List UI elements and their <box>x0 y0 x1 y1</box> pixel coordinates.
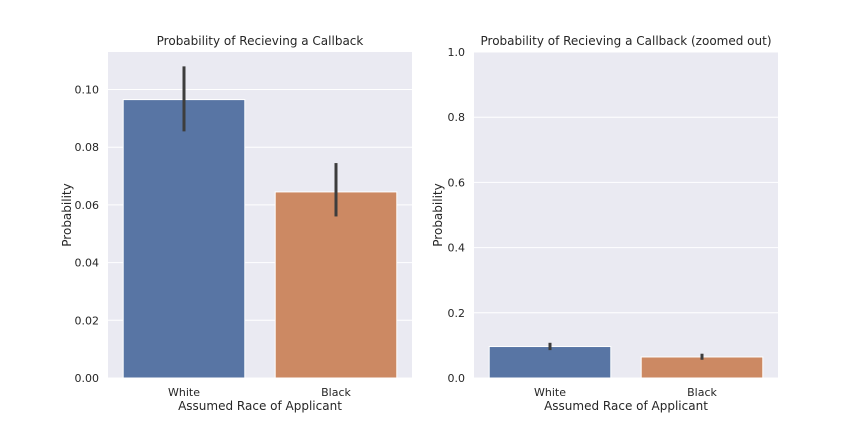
left-chart: 0.00 0.02 0.04 0.06 0.08 0.10 White Black Prob… <box>60 34 412 413</box>
left-chart-title: Probability of Recieving a Callback <box>157 34 364 48</box>
right-y-tick-label: 0.2 <box>448 307 466 320</box>
left-bars <box>122 99 398 379</box>
left-y-tick-label: 0.04 <box>75 257 100 270</box>
right-x-tick-label-white: White <box>534 386 566 399</box>
left-x-axis-label: Assumed Race of Applicant <box>178 399 342 413</box>
left-x-tick-labels: White Black <box>168 386 352 399</box>
right-bar-black <box>640 356 764 379</box>
left-y-tick-labels: 0.00 0.02 0.04 0.06 0.08 0.10 <box>75 84 100 385</box>
right-error-bars <box>548 342 704 360</box>
right-bars <box>488 346 764 379</box>
left-x-tick-label-white: White <box>168 386 200 399</box>
left-x-tick-label-black: Black <box>321 386 351 399</box>
right-y-tick-label: 1.0 <box>448 46 466 59</box>
right-y-tick-label: 0.6 <box>448 176 466 189</box>
right-x-axis-label: Assumed Race of Applicant <box>544 399 708 413</box>
right-x-tick-labels: White Black <box>534 386 718 399</box>
right-gridlines <box>474 51 778 379</box>
left-error-bars <box>182 66 338 217</box>
left-y-tick-label: 0.06 <box>75 199 100 212</box>
left-bar-black <box>274 191 398 379</box>
right-chart: 0.0 0.2 0.4 0.6 0.8 1.0 White Black Probabilit… <box>431 34 778 413</box>
right-y-tick-label: 0.4 <box>448 242 466 255</box>
left-bar-white <box>122 99 246 379</box>
right-chart-title: Probability of Recieving a Callback (zoo… <box>481 34 772 48</box>
right-plot-background <box>474 52 778 378</box>
right-y-tick-labels: 0.0 0.2 0.4 0.6 0.8 1.0 <box>448 46 466 385</box>
left-y-tick-label: 0.08 <box>75 141 100 154</box>
left-y-tick-label: 0.00 <box>75 372 100 385</box>
left-y-tick-label: 0.02 <box>75 314 100 327</box>
right-y-tick-label: 0.8 <box>448 111 466 124</box>
right-bar-white <box>488 346 612 379</box>
right-y-axis-label: Probability <box>431 183 445 246</box>
right-y-tick-label: 0.0 <box>448 372 466 385</box>
left-y-axis-label: Probability <box>60 183 74 246</box>
left-y-tick-label: 0.10 <box>75 84 100 97</box>
right-x-tick-label-black: Black <box>687 386 717 399</box>
